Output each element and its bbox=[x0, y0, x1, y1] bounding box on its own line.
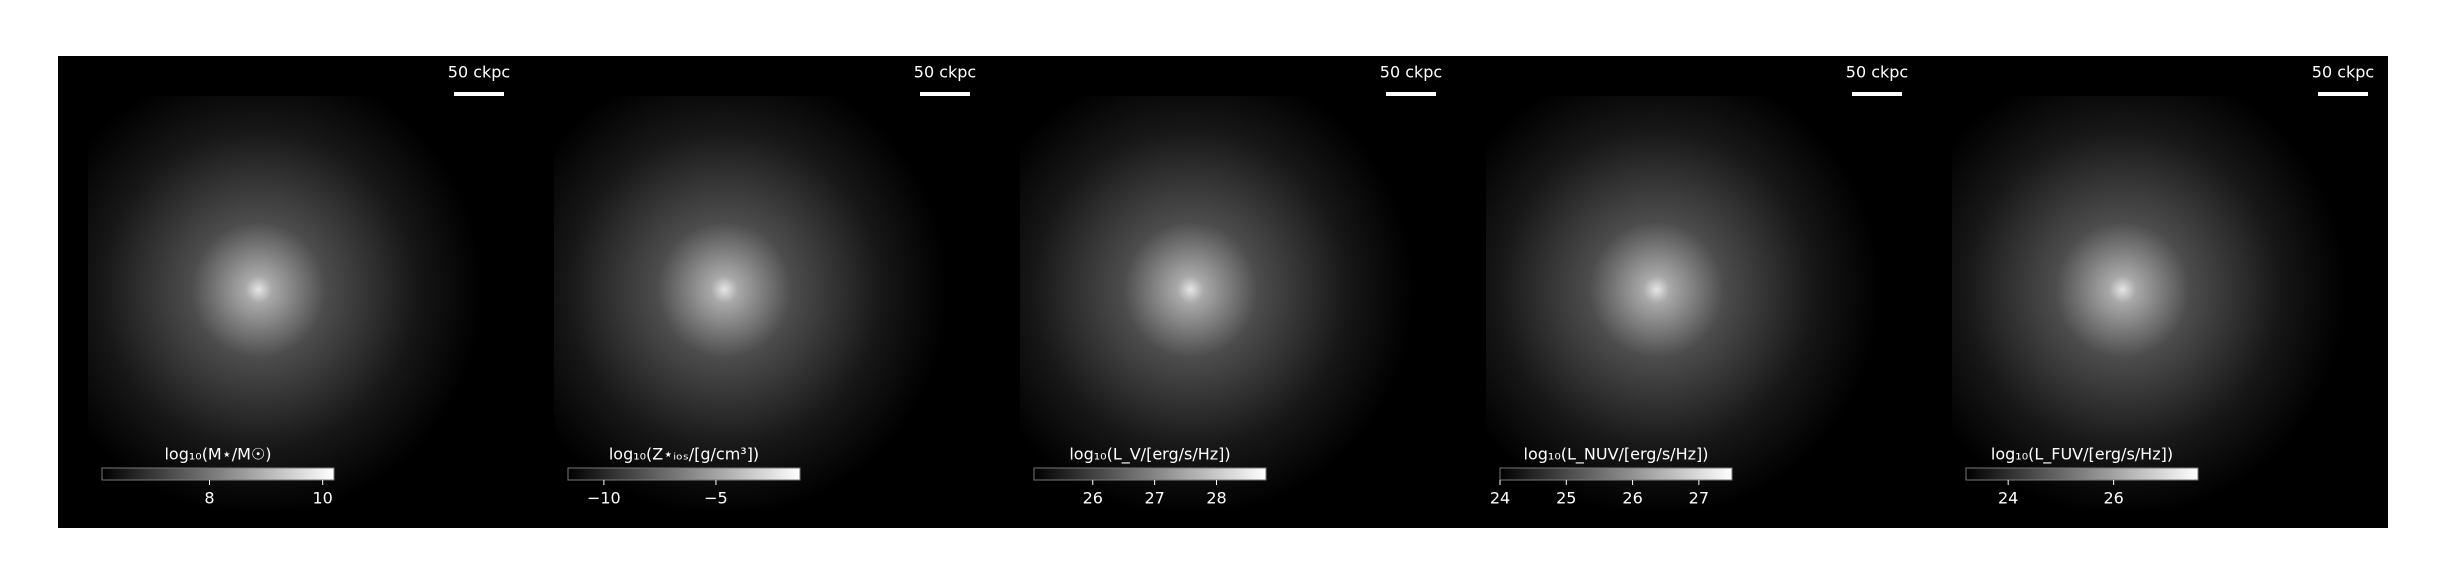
colorbar-label: log₁₀(L_FUV/[erg/s/Hz]) bbox=[1991, 445, 2173, 465]
panel-image bbox=[1486, 96, 1892, 508]
colorbar-tick-label: −5 bbox=[704, 489, 728, 508]
panel-image bbox=[1020, 96, 1426, 508]
colorbar bbox=[1033, 467, 1267, 481]
panel-image bbox=[554, 96, 960, 508]
colorbar-label: log₁₀(Z⋆ᵢₒₛ/[g/cm³]) bbox=[609, 445, 759, 464]
colorbar-tick-label: 28 bbox=[1206, 489, 1226, 508]
colorbar-label: log₁₀(L_V/[erg/s/Hz]) bbox=[1069, 445, 1230, 465]
colorbar-tick-label: 26 bbox=[2103, 489, 2123, 508]
colorbar-label: log₁₀(L_NUV/[erg/s/Hz]) bbox=[1524, 445, 1709, 465]
colorbar bbox=[101, 467, 335, 481]
colorbar-tick-label: 10 bbox=[313, 489, 333, 508]
colorbar bbox=[567, 467, 801, 481]
colorbar bbox=[1965, 467, 2199, 481]
scale-bar-label: 50 ckpc bbox=[2312, 63, 2374, 82]
panel-image bbox=[88, 96, 494, 508]
colorbar-tick-label: 26 bbox=[1083, 489, 1103, 508]
colorbar bbox=[1499, 467, 1733, 481]
colorbar-tick-label: 25 bbox=[1556, 489, 1576, 508]
colorbar-tick-label: 26 bbox=[1622, 489, 1642, 508]
colorbar-tick-label: −10 bbox=[587, 489, 621, 508]
colorbar-tick-label: 24 bbox=[1490, 489, 1510, 508]
panel-image bbox=[1952, 96, 2358, 508]
scale-bar-label: 50 ckpc bbox=[1380, 63, 1442, 82]
colorbar-tick-label: 27 bbox=[1689, 489, 1709, 508]
colorbar-tick-label: 24 bbox=[1998, 489, 2018, 508]
scale-bar-label: 50 ckpc bbox=[1846, 63, 1908, 82]
colorbar-tick-label: 27 bbox=[1144, 489, 1164, 508]
colorbar-tick-label: 8 bbox=[204, 489, 214, 508]
colorbar-label: log₁₀(M⋆/M☉) bbox=[164, 445, 271, 464]
scale-bar-label: 50 ckpc bbox=[914, 63, 976, 82]
scale-bar-label: 50 ckpc bbox=[448, 63, 510, 82]
